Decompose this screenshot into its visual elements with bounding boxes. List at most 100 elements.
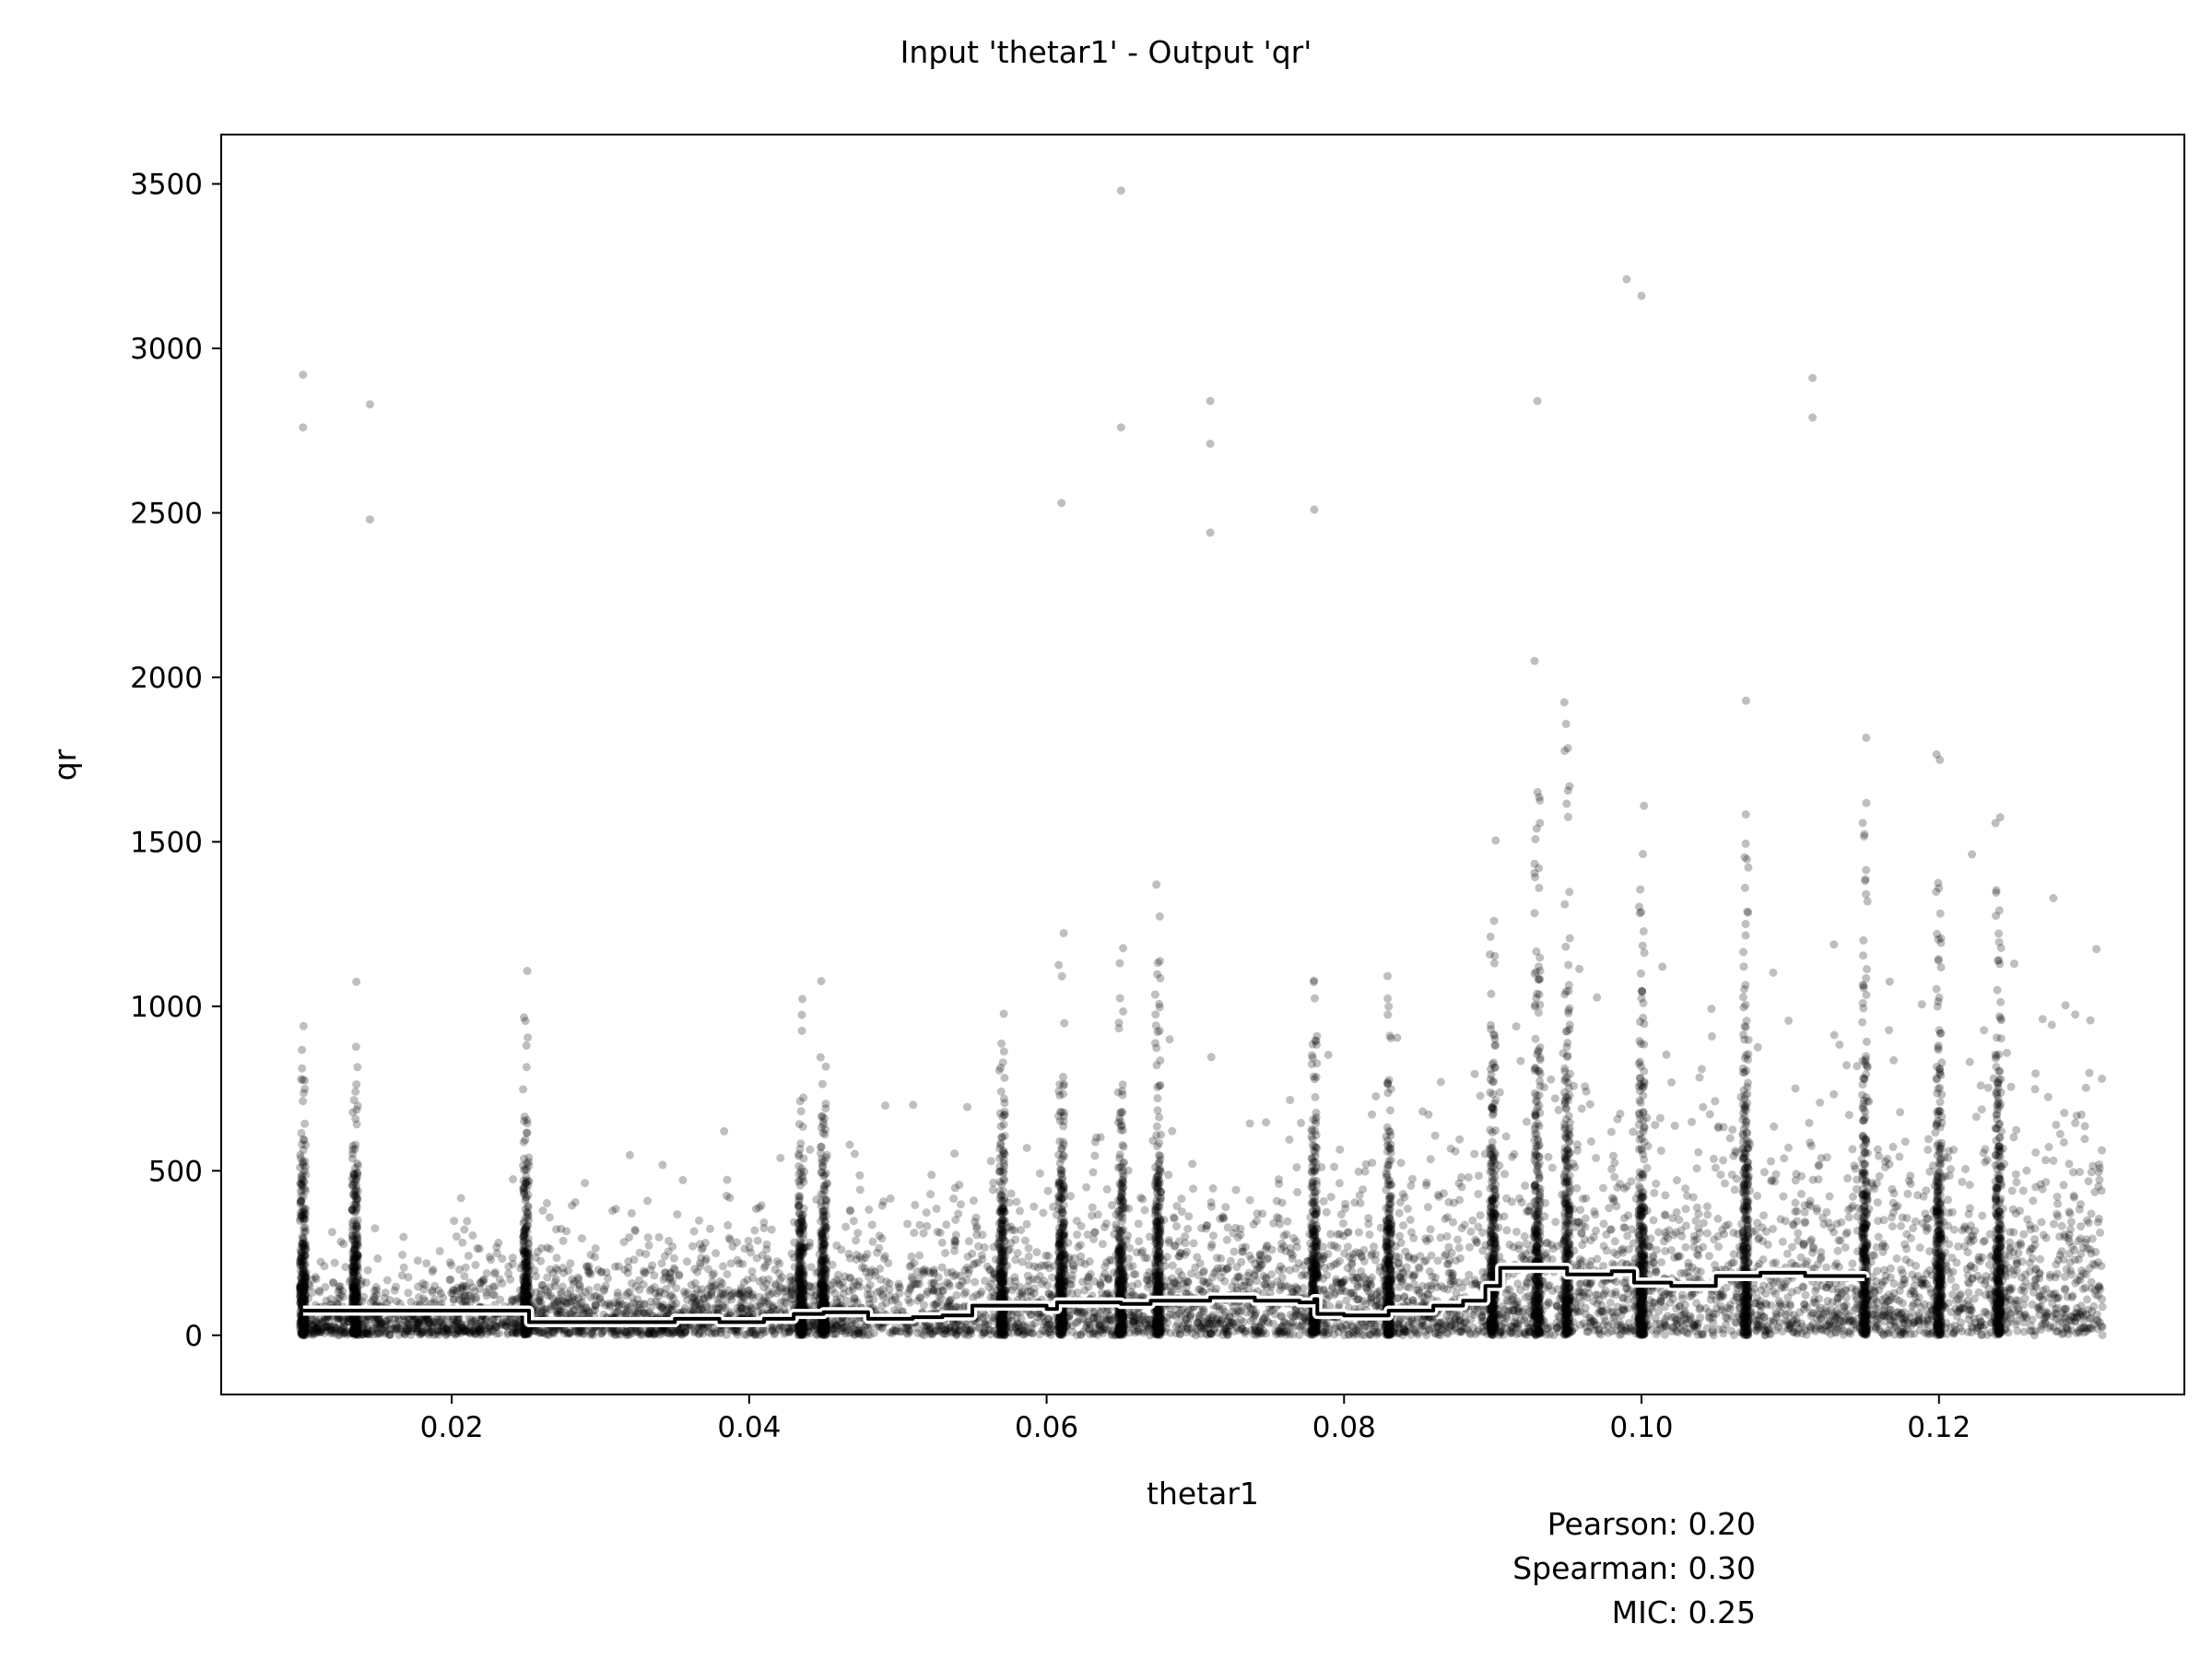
scatter-point [2097, 1186, 2106, 1195]
scatter-point [2059, 1137, 2068, 1147]
scatter-point [747, 1248, 756, 1257]
scatter-point [1551, 1218, 1560, 1227]
scatter-point [1634, 1322, 1643, 1330]
scatter-point [1767, 1157, 1775, 1166]
scatter-point [1085, 1257, 1094, 1266]
scatter-point [398, 1251, 407, 1259]
scatter-point [1476, 1211, 1485, 1220]
scatter-point [456, 1194, 465, 1203]
scatter-point [855, 1253, 865, 1262]
scatter-point [2065, 1209, 2075, 1218]
scatter-point [915, 1251, 924, 1260]
scatter-point [1018, 1321, 1028, 1330]
scatter-point [1778, 1237, 1787, 1246]
scatter-point [1848, 1259, 1857, 1268]
scatter-point [1968, 1323, 1977, 1332]
scatter-point [943, 1268, 952, 1277]
scatter-point [1024, 1243, 1033, 1253]
scatter-point [1743, 1202, 1752, 1211]
scatter-point [1532, 1306, 1541, 1315]
scatter-point [2081, 1083, 2090, 1092]
scatter-point [2096, 1228, 2104, 1237]
scatter-point [830, 1316, 839, 1325]
scatter-point [1982, 1308, 1991, 1317]
scatter-point [1599, 1219, 1608, 1229]
scatter-point [1004, 1327, 1013, 1336]
scatter-point [1624, 1211, 1633, 1220]
scatter-point [1781, 1217, 1790, 1226]
scatter-point [1032, 1248, 1041, 1257]
scatter-point [1501, 1288, 1511, 1298]
scatter-point [1090, 1228, 1100, 1237]
scatter-point [557, 1224, 566, 1233]
scatter-point [1420, 1321, 1430, 1330]
scatter-point [1324, 1051, 1333, 1059]
scatter-point [1621, 1284, 1630, 1293]
scatter-point [1785, 1300, 1794, 1309]
scatter-point [1545, 1281, 1554, 1289]
scatter-point [964, 1237, 973, 1246]
scatter-point [1099, 1329, 1108, 1337]
scatter-point [1666, 1246, 1676, 1254]
scatter-point [1354, 1228, 1363, 1237]
scatter-point [971, 1277, 980, 1287]
scatter-point [1466, 1227, 1476, 1236]
scatter-point [1895, 1152, 1904, 1161]
scatter-point [1705, 1110, 1714, 1119]
scatter-point [1449, 1277, 1458, 1286]
scatter-point [1292, 1163, 1301, 1171]
scatter-point [567, 1310, 576, 1318]
scatter-point [1406, 1228, 1416, 1237]
scatter-point [657, 1259, 666, 1268]
scatter-point [1143, 1282, 1152, 1291]
scatter-point [422, 1259, 431, 1268]
scatter-point [1971, 1112, 1981, 1122]
scatter-point [772, 1306, 782, 1314]
scatter-point [508, 1253, 517, 1263]
scatter-point [1342, 1296, 1351, 1305]
scatter-point [1520, 1328, 1529, 1336]
scatter-point [1522, 1117, 1531, 1126]
scatter-point [450, 1217, 459, 1226]
scatter-point [1990, 1312, 1999, 1322]
scatter-point [1793, 1318, 1802, 1327]
scatter-point [1996, 1296, 2005, 1305]
scatter-point [920, 1322, 929, 1331]
scatter-point [1131, 1315, 1140, 1324]
scatter-point [744, 1236, 753, 1245]
scatter-point [660, 1252, 669, 1261]
scatter-point [1971, 1227, 1980, 1236]
scatter-point [1841, 1243, 1850, 1252]
scatter-point [1422, 1178, 1431, 1187]
scatter-point [1952, 1258, 1961, 1267]
scatter-point [2009, 959, 2018, 969]
scatter-point [788, 1279, 797, 1288]
scatter-point [796, 1277, 805, 1287]
scatter-point [1899, 1324, 1908, 1333]
scatter-point [1735, 1312, 1744, 1322]
scatter-point [1519, 1255, 1528, 1265]
scatter-point [1504, 1297, 1513, 1306]
scatter-point [1039, 1208, 1048, 1218]
scatter-point [2055, 1129, 2065, 1138]
scatter-point [706, 1224, 714, 1233]
scatter-point [1801, 1218, 1809, 1227]
scatter-point [361, 1278, 371, 1288]
scatter-point [1395, 1231, 1404, 1241]
scatter-point [1888, 1184, 1897, 1194]
scatter-point [853, 1229, 863, 1238]
scatter-point [614, 1262, 623, 1271]
scatter-point [2012, 1125, 2021, 1135]
scatter-point [1878, 1241, 1888, 1251]
scatter-point [2060, 1109, 2069, 1117]
scatter-point [1677, 1268, 1686, 1277]
scatter-point [1978, 1331, 1986, 1339]
scatter-point [428, 1286, 437, 1295]
scatter-point [1653, 1326, 1662, 1335]
scatter-point [989, 1268, 998, 1277]
scatter-point [1880, 1317, 1889, 1326]
scatter-point [2094, 1168, 2103, 1177]
scatter-point [1984, 1260, 1994, 1269]
scatter-point [464, 1252, 473, 1261]
